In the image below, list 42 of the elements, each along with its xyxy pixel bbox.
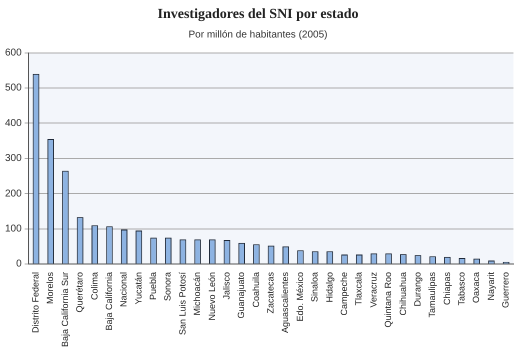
y-tick-label: 100 <box>4 224 22 235</box>
x-tick-label: Nacional <box>118 272 129 307</box>
x-tick-label: Tamaulipas <box>427 271 438 318</box>
x-tick-label: Coahuila <box>250 272 261 308</box>
x-tick-label: Puebla <box>148 272 158 300</box>
x-tick-label: Distrito Federal <box>30 272 41 333</box>
x-tick-label: Sinaloa <box>310 272 320 302</box>
x-tick-label: Guanajuato <box>236 272 246 319</box>
chart-subtitle: Por millón de habitantes (2005) <box>188 30 328 41</box>
x-tick-label: Campeche <box>339 272 350 316</box>
x-tick-label: Durango <box>412 272 422 306</box>
y-tick-label: 300 <box>4 153 22 164</box>
x-tick-label: Morelos <box>45 271 56 304</box>
x-tick-label: Colima <box>89 272 100 300</box>
y-tick-label: 500 <box>4 82 22 94</box>
x-tick-label: Edo. México <box>294 272 305 322</box>
x-tick-label: Nuevo León <box>206 272 217 321</box>
x-tick-label: Baja California <box>104 272 114 330</box>
y-tick-label: 200 <box>4 188 22 200</box>
x-tick-label: Zacatecas <box>266 271 276 314</box>
x-tick-label: Baja California Sur <box>60 272 70 348</box>
y-tick-label: 400 <box>4 118 22 129</box>
x-tick-label: Querétaro <box>74 272 85 312</box>
x-tick-label: Nayarit <box>486 271 496 300</box>
y-tick-label: 600 <box>4 48 22 59</box>
x-tick-label: Chiapas <box>442 271 452 305</box>
x-tick-label: Guerrero <box>500 272 511 308</box>
x-tick-label: Chihuahua <box>398 272 408 316</box>
x-tick-label: Tlaxcala <box>354 272 364 306</box>
x-tick-label: Veracruz <box>368 271 378 308</box>
x-tick-label: San Luis Potosí <box>177 271 188 336</box>
chart-title: Investigadores del SNI por estado <box>158 7 358 22</box>
x-tick-label: Yucatán <box>133 272 144 304</box>
x-tick-label: Tabasco <box>456 272 467 306</box>
x-tick-label: Jalisco <box>221 272 232 300</box>
x-tick-label: Michoacán <box>192 272 202 316</box>
x-tick-label: Aguascalientes <box>280 271 290 334</box>
x-tick-label: Oaxaca <box>471 272 482 303</box>
y-tick-label: 0 <box>16 258 22 270</box>
x-tick-label: Hidalgo <box>324 272 334 302</box>
x-tick-label: Quintana Roo <box>383 272 394 328</box>
x-tick-label: Sonora <box>162 272 173 301</box>
